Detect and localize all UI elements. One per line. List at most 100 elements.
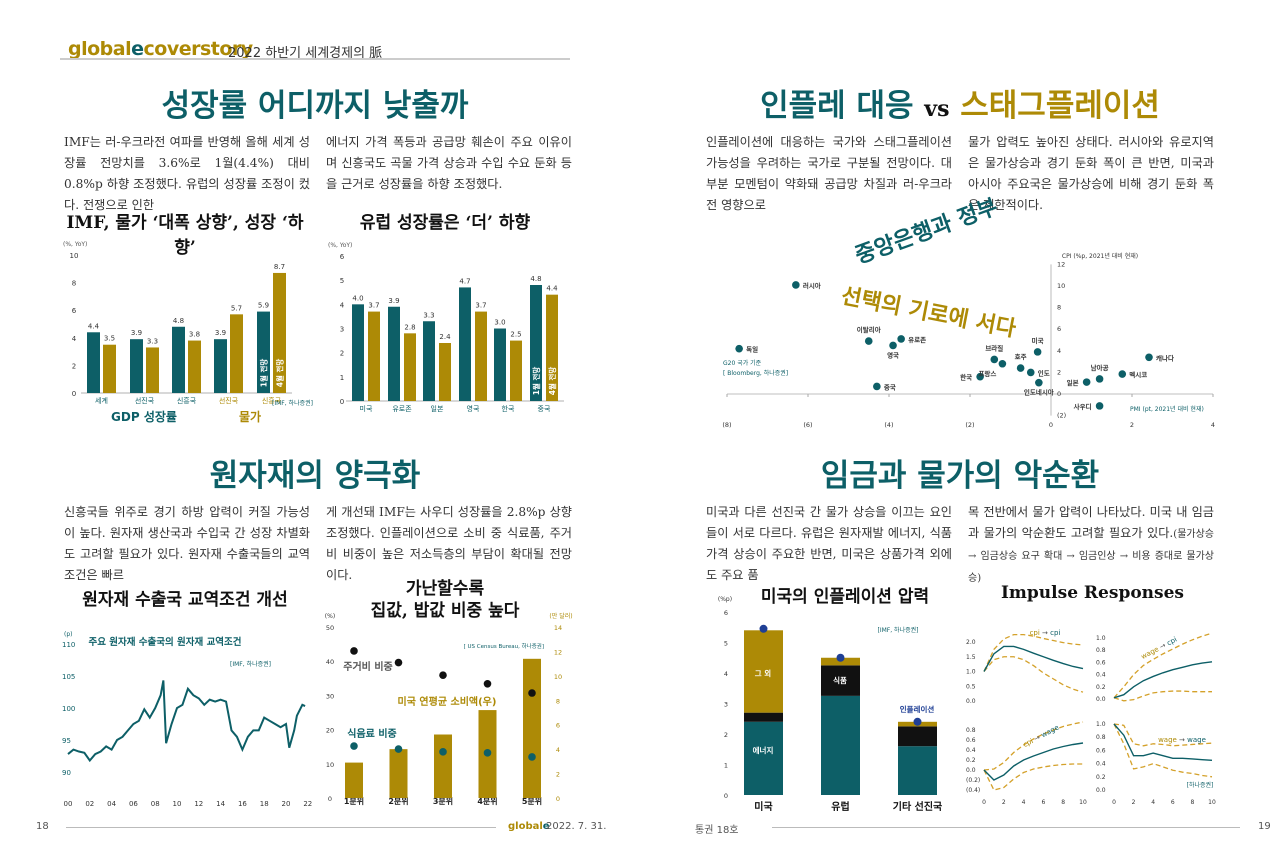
x-tick-label: 4: [1211, 421, 1215, 429]
x-tick-label: 10: [1079, 799, 1087, 806]
y-tick-label: 10: [1057, 282, 1065, 290]
series-line: [67, 680, 306, 763]
right-tick-label: 0: [556, 795, 560, 803]
stack-식품: [821, 665, 860, 696]
x-tick-label: 10: [1208, 799, 1216, 806]
lower-band-line: [983, 656, 1084, 693]
lower-band-line: [983, 763, 1083, 791]
panel-label-to: wage: [1040, 723, 1060, 739]
y-tick-label: 4: [1057, 347, 1061, 355]
chart-title-poor-spending: 가난할수록 집값, 밥값 비중 높다: [330, 578, 560, 622]
bar-value-label: 5.9: [258, 302, 269, 310]
panel-label: cpi → cpi: [1030, 629, 1061, 637]
y-tick-label: 1.0: [966, 669, 976, 676]
footer-issue: 통권 18호: [695, 825, 739, 836]
y-tick-label: 0.0: [1096, 696, 1106, 703]
footer-divider: [66, 827, 496, 828]
bar-april: [510, 340, 522, 401]
bar-april: [475, 311, 487, 401]
food-share-dot: [350, 742, 358, 750]
x-tick-label: 0: [1049, 421, 1053, 429]
panel-label-arrow: →: [1177, 736, 1187, 744]
section-title-growth: 성장률 어디까지 낮출까: [161, 88, 469, 124]
bar-value-label: 3.9: [131, 329, 142, 337]
bar-april: [188, 340, 201, 393]
upper-band-line: [983, 633, 1084, 672]
series-label-inflation: 인플레이션: [900, 704, 935, 714]
y-tick-label: 0.6: [1096, 747, 1106, 754]
brand-global: global: [68, 38, 132, 60]
scatter-point-인도: [1026, 368, 1035, 377]
y-tick-label: 100: [62, 705, 75, 713]
bar-january: [459, 287, 471, 401]
scatter-point-독일: [735, 344, 743, 353]
series-label-energy: 에너지: [753, 745, 774, 755]
stack-에너지: [821, 695, 860, 795]
x-tick-label: (6): [803, 421, 812, 429]
y-tick-label: 0.2: [966, 757, 976, 764]
body-text: IMF는 러-우크라전 여파를 반영해 올해 세계 성장률 전망치를 3.6%로…: [64, 135, 310, 212]
left-tick-label: 0: [328, 795, 332, 803]
y-tick-label: 5: [724, 640, 728, 648]
panel-label-arrow: →: [1156, 640, 1169, 652]
bar-april: [146, 347, 159, 393]
left-tick-label: 10: [326, 761, 334, 769]
y-tick-label: 0: [724, 792, 728, 800]
y-axis-unit: (%, YoY): [328, 242, 352, 249]
x-tick-label: 4: [1022, 799, 1026, 806]
y-tick-label: 1.5: [966, 654, 976, 661]
bar-value-label: 4.7: [459, 277, 470, 285]
y-tick-label: 4: [724, 670, 728, 678]
y-tick-label: 1.0: [1096, 635, 1106, 642]
scatter-point-호주: [1016, 364, 1025, 372]
series-label-spending: 미국 연평균 소비액(우): [398, 695, 497, 708]
x-category-label: 5분위: [522, 796, 542, 806]
x-tick-label: 6: [1041, 799, 1045, 806]
stack-식품: [744, 712, 783, 722]
y-tick-label: 0.8: [966, 727, 976, 734]
bar-value-label: 4.0: [352, 294, 363, 302]
y-tick-label: 0.8: [1096, 734, 1106, 741]
chart-subtitle: 주요 원자재 수출국의 원자재 교역조건: [88, 636, 241, 648]
spending-bar: [523, 658, 541, 798]
chart-title-europe: 유럽 성장률은 ‘더’ 하향: [359, 213, 531, 233]
bar-january: [172, 326, 185, 393]
panel-label-to: cpi: [1050, 629, 1060, 637]
series-label-food: 식품: [833, 675, 847, 685]
brand-e: e: [131, 38, 144, 60]
y-tick-label: 2.0: [966, 639, 976, 646]
y-tick-label: 0.8: [1096, 647, 1106, 654]
series-label-food: 식음료 비중: [347, 727, 396, 740]
upper-band-line: [1113, 632, 1213, 699]
y-tick-label: 8: [1057, 304, 1061, 312]
panel-label-arrow: →: [1040, 629, 1050, 637]
scatter-point-label: 인도네시아: [1024, 388, 1054, 397]
bar-value-label: 3.9: [388, 297, 399, 305]
bar-january: [530, 285, 542, 401]
chart-title-us-inflation: 미국의 인플레이션 압력: [760, 587, 930, 607]
x-tick-label: 14: [216, 800, 225, 808]
y-tick-label: 0.0: [1096, 787, 1106, 794]
food-share-dot: [483, 749, 492, 757]
left-tick-label: 20: [326, 727, 334, 735]
y-tick-label: (2): [1057, 412, 1066, 420]
y-tick-label: 3: [724, 701, 728, 709]
chart-title-terms-of-trade: 원자재 수출국 교역조건 개선: [82, 590, 288, 610]
chart-title-line: 가난할수록: [405, 579, 485, 599]
body-text-note: (물가상승 → 임금상승 요구 확대 → 임금인상 → 비용 증대로 물가상승): [968, 529, 1214, 584]
x-category-label: 3분위: [433, 796, 453, 806]
x-category-label: 선진국: [135, 396, 155, 405]
inflation-dot: [759, 624, 768, 633]
right-tick-label: 2: [556, 771, 560, 779]
scatter-point-label: 프랑스: [978, 369, 996, 378]
body-text: 인플레이션에 대응하는 국가와 스태그플레이션 가능성을 우려하는 국가로 구분…: [706, 135, 952, 212]
body-text: 목 전반에서 물가 압력이 나타났다. 미국 내 임금과 물가의 악순환도 고려…: [968, 502, 1214, 589]
bar-value-label: 3.0: [494, 319, 505, 327]
scatter-point-브라질: [990, 355, 999, 364]
panel-label: wage → cpi: [1140, 635, 1179, 661]
x-tick-label: (8): [722, 421, 731, 429]
bar-series-label: 4월 전망: [275, 359, 285, 388]
right-axis-unit: (만 달러): [549, 612, 572, 620]
scatter-point-인도네시아: [1035, 378, 1043, 387]
chart-note: G20 국가 기준: [723, 359, 762, 367]
